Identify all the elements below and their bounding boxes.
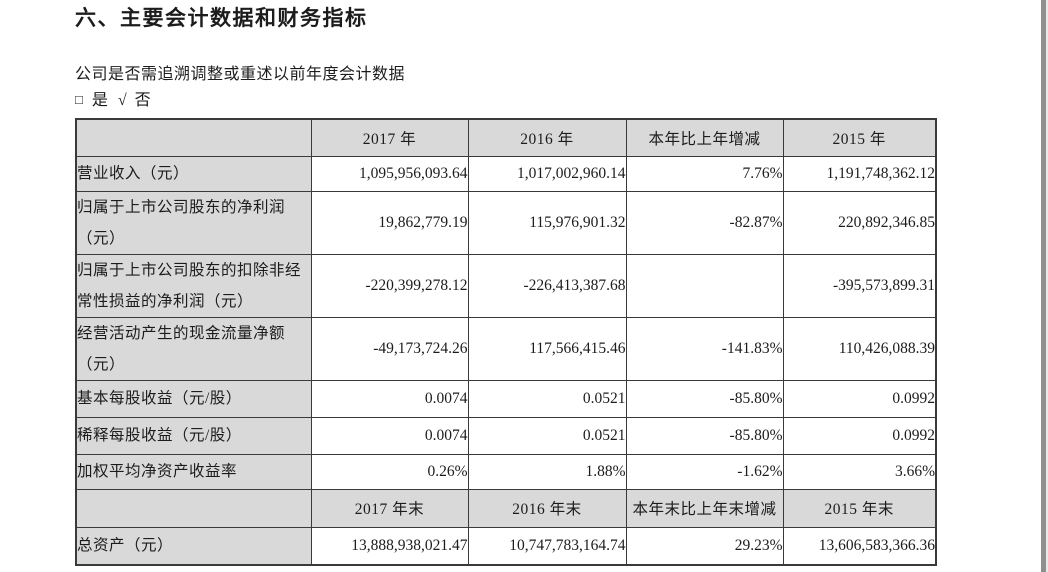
value-2017: 0.0074 xyxy=(310,379,469,418)
value-2016: 0.0521 xyxy=(467,416,627,455)
header-2016-yearend: 2016 年末 xyxy=(467,488,627,528)
value-change: -141.83% xyxy=(625,316,784,381)
header-2017: 2017 年 xyxy=(310,118,469,157)
table-row-net-profit: 归属于上市公司股东的净利润 （元） 19,862,779.19 115,976,9… xyxy=(75,190,937,255)
value-2016: 0.0521 xyxy=(467,379,627,418)
value-2016: 115,976,901.32 xyxy=(467,190,627,255)
value-2016: 10,747,783,164.74 xyxy=(467,526,627,566)
value-change: 29.23% xyxy=(625,526,784,566)
header-empty-cell xyxy=(75,118,312,157)
value-2016: 1.88% xyxy=(467,453,627,490)
row-label-cell: 归属于上市公司股东的扣除非经 常性损益的净利润（元） xyxy=(75,253,312,318)
header-2015: 2015 年 xyxy=(782,118,937,157)
row-label-cell: 稀释每股收益（元/股） xyxy=(75,416,312,455)
value-2016: 1,017,002,960.14 xyxy=(467,155,627,192)
table-row-weighted-avg-roe: 加权平均净资产收益率 0.26% 1.88% -1.62% 3.66% xyxy=(75,453,937,490)
header-2016: 2016 年 xyxy=(467,118,627,157)
header-2017-yearend: 2017 年末 xyxy=(310,488,469,528)
value-2015: 3.66% xyxy=(782,453,937,490)
page-edge-strip xyxy=(1041,0,1046,572)
value-change: -1.62% xyxy=(625,453,784,490)
value-2015: 220,892,346.85 xyxy=(782,190,937,255)
no-label: 否 xyxy=(134,92,151,109)
table-row-basic-eps: 基本每股收益（元/股） 0.0074 0.0521 -85.80% 0.0992 xyxy=(75,379,937,418)
value-change xyxy=(625,253,784,318)
value-2017: 0.26% xyxy=(310,453,469,490)
table-row-net-profit-excl-nonrecurring: 归属于上市公司股东的扣除非经 常性损益的净利润（元） -220,399,278.1… xyxy=(75,253,937,318)
row-label-cell: 营业收入（元） xyxy=(75,155,312,192)
table-row-diluted-eps: 稀释每股收益（元/股） 0.0074 0.0521 -85.80% 0.0992 xyxy=(75,416,937,455)
table-header-row-annual: 2017 年 2016 年 本年比上年增减 2015 年 xyxy=(75,118,937,157)
value-2015: 110,426,088.39 xyxy=(782,316,937,381)
value-2016: 117,566,415.46 xyxy=(467,316,627,381)
value-2017: 0.0074 xyxy=(310,416,469,455)
table-header-row-yearend: 2017 年末 2016 年末 本年末比上年末增减 2015 年末 xyxy=(75,488,937,528)
yes-label: 是 xyxy=(91,92,108,109)
value-2015: 1,191,748,362.12 xyxy=(782,155,937,192)
value-2017: 19,862,779.19 xyxy=(310,190,469,255)
row-label-cell: 经营活动产生的现金流量净额 （元） xyxy=(75,316,312,381)
value-2015: -395,573,899.31 xyxy=(782,253,937,318)
table-row-total-assets: 总资产（元） 13,888,938,021.47 10,747,783,164.… xyxy=(75,526,937,566)
value-change: -85.80% xyxy=(625,416,784,455)
value-2017: 13,888,938,021.47 xyxy=(310,526,469,566)
value-2016: -226,413,387.68 xyxy=(467,253,627,318)
financial-indicators-table: 2017 年 2016 年 本年比上年增减 2015 年 营业收入（元） 1,0… xyxy=(75,118,937,566)
value-2015: 13,606,583,366.36 xyxy=(782,526,937,566)
table-row-revenue: 营业收入（元） 1,095,956,093.64 1,017,002,960.1… xyxy=(75,155,937,192)
header-yearend-change: 本年末比上年末增减 xyxy=(625,488,784,528)
restatement-question: 公司是否需追溯调整或重述以前年度会计数据 xyxy=(75,66,406,83)
value-2015: 0.0992 xyxy=(782,416,937,455)
row-label-cell: 基本每股收益（元/股） xyxy=(75,379,312,418)
header-yoy-change: 本年比上年增减 xyxy=(625,118,784,157)
value-change: 7.76% xyxy=(625,155,784,192)
header-empty-cell xyxy=(75,488,312,528)
value-2017: -49,173,724.26 xyxy=(310,316,469,381)
row-label-cell: 总资产（元） xyxy=(75,526,312,566)
checkbox-unchecked-icon: □ xyxy=(75,92,83,107)
value-2017: 1,095,956,093.64 xyxy=(310,155,469,192)
table-row-operating-cash-flow: 经营活动产生的现金流量净额 （元） -49,173,724.26 117,566,… xyxy=(75,316,937,381)
row-label-cell: 归属于上市公司股东的净利润 （元） xyxy=(75,190,312,255)
page-edge-highlight xyxy=(1046,0,1048,572)
row-label-cell: 加权平均净资产收益率 xyxy=(75,453,312,490)
value-change: -85.80% xyxy=(625,379,784,418)
value-2017: -220,399,278.12 xyxy=(310,253,469,318)
header-2015-yearend: 2015 年末 xyxy=(782,488,937,528)
check-mark-icon: √ xyxy=(117,92,127,109)
value-change: -82.87% xyxy=(625,190,784,255)
section-title: 六、主要会计数据和财务指标 xyxy=(75,6,368,30)
yes-no-checkline: □ 是 √ 否 xyxy=(75,86,151,110)
value-2015: 0.0992 xyxy=(782,379,937,418)
